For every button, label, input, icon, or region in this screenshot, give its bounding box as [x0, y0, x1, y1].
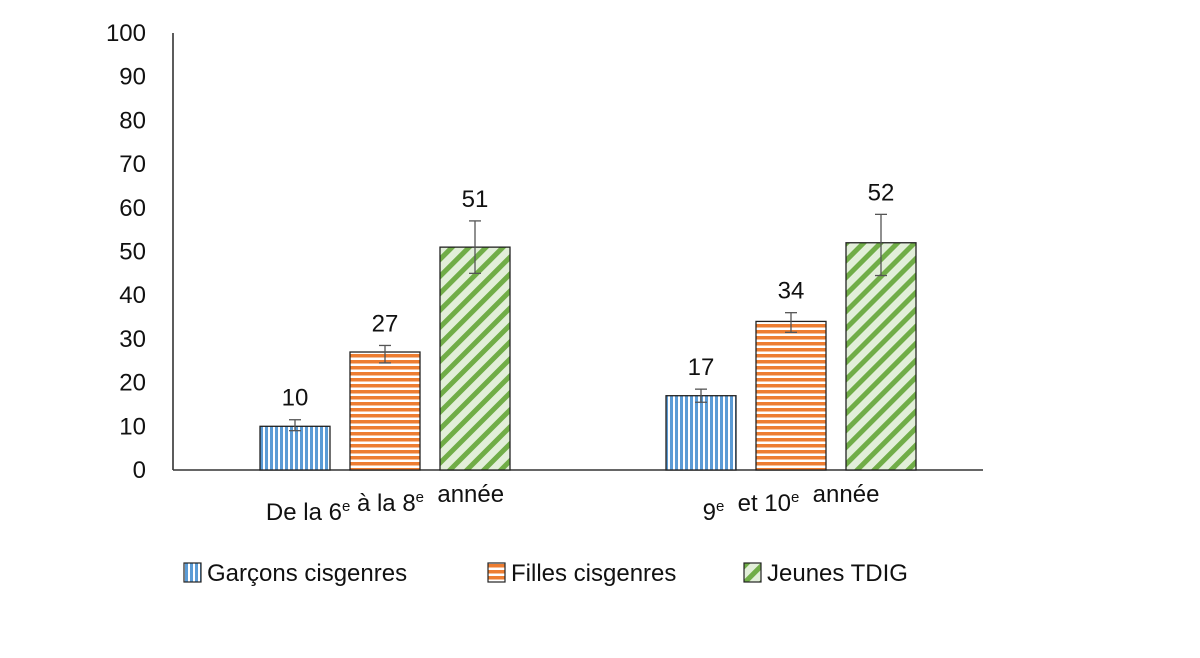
bar-1-2 — [665, 395, 737, 471]
bar-1-1 — [259, 425, 331, 471]
y-tick-label: 10 — [119, 413, 146, 440]
y-tick-label: 80 — [119, 107, 146, 134]
y-tick-label: 60 — [119, 195, 146, 222]
legend-label: Garçons cisgenres — [207, 560, 407, 587]
bar-2-2 — [755, 320, 827, 471]
legend-item: Garçons cisgenres — [183, 560, 407, 587]
data-label: 17 — [688, 354, 715, 381]
data-label: 27 — [372, 310, 399, 337]
data-label: 10 — [282, 385, 309, 412]
y-axis: 0 10 20 30 40 50 60 70 80 90 100 — [106, 20, 983, 484]
y-tick-label: 90 — [119, 64, 146, 91]
y-tick-label: 70 — [119, 151, 146, 178]
legend-swatch — [183, 562, 202, 583]
legend-label: Filles cisgenres — [511, 560, 676, 587]
legend-swatch — [487, 562, 506, 583]
y-tick-label: 30 — [119, 326, 146, 353]
legend-item: Filles cisgenres — [487, 560, 676, 587]
data-label: 51 — [462, 186, 489, 213]
y-tick-label: 100 — [106, 20, 146, 47]
y-tick-label: 40 — [119, 282, 146, 309]
error-bars — [289, 213, 887, 432]
y-tick-label: 20 — [119, 370, 146, 397]
data-labels: 10 17 27 34 51 52 — [282, 179, 895, 411]
legend-label: Jeunes TDIG — [767, 560, 908, 587]
bar-2-1 — [349, 351, 421, 471]
bar-3-2 — [845, 242, 917, 471]
bars — [259, 242, 917, 471]
category-label: De la 6e à la 8e année — [266, 481, 504, 526]
legend-swatch — [743, 562, 762, 583]
data-label: 52 — [868, 179, 895, 206]
data-label: 34 — [778, 278, 805, 305]
y-tick-label: 50 — [119, 239, 146, 266]
category-label: 9e et 10e année — [703, 481, 880, 526]
legend: Garçons cisgenres Filles cisgenres Jeunes … — [183, 560, 908, 587]
y-tick-label: 0 — [133, 457, 146, 484]
category-labels: De la 6e à la 8e année 9e et 10e année — [266, 481, 880, 526]
bar-3-1 — [439, 246, 511, 471]
legend-item: Jeunes TDIG — [743, 560, 908, 587]
